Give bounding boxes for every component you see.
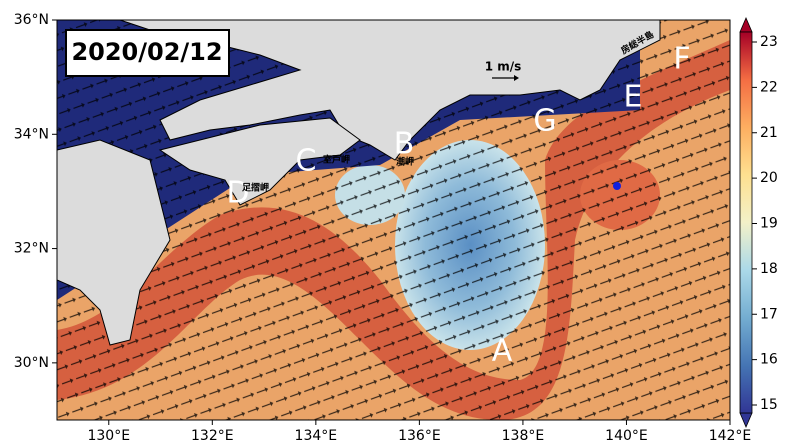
kyushu (57, 139, 171, 346)
point-label: F (673, 42, 690, 77)
shikoku (158, 117, 361, 206)
colorbar-extend-max (739, 16, 753, 33)
x-tick-label: 130°E (87, 428, 130, 444)
colorbar-tick-label: 21 (760, 125, 778, 141)
x-tick-label: 138°E (502, 428, 545, 444)
y-tick-label: 30°N (14, 355, 49, 371)
station (613, 182, 621, 190)
colorbar-tick-label: 17 (760, 306, 778, 322)
place-label: 足摺岬 (242, 182, 269, 194)
y-tick-label: 34°N (14, 126, 49, 142)
colorbar-tick-label: 16 (760, 352, 778, 368)
point-label: G (533, 104, 556, 139)
place-label: 潮岬 (396, 156, 414, 168)
x-tick-label: 136°E (398, 428, 441, 444)
date-label: 2020/02/12 (71, 38, 222, 66)
x-tick-label: 140°E (605, 428, 648, 444)
scale-arrow-head (514, 75, 519, 81)
x-tick-label: 132°E (191, 428, 234, 444)
colorbar-tick-label: 22 (760, 79, 778, 95)
x-tick-label: 134°E (295, 428, 338, 444)
colorbar-tick-label: 15 (760, 397, 778, 413)
colorbar-tick-label: 23 (760, 34, 778, 50)
map-area (57, 20, 730, 420)
place-label: 室戸岬 (323, 154, 350, 166)
y-tick-label: 36°N (14, 12, 49, 28)
colorbar-tick-label: 18 (760, 261, 778, 277)
point-label: A (492, 334, 513, 369)
date-box (65, 29, 230, 77)
colorbar-extend-min (739, 412, 753, 429)
point-label: B (394, 127, 415, 162)
point-label: D (226, 176, 249, 211)
x-tick-label: 142°E (709, 428, 752, 444)
map-frame (56, 19, 731, 421)
colorbar (739, 31, 753, 414)
scale-label: 1 m/s (485, 60, 522, 74)
colorbar-tick-label: 19 (760, 216, 778, 232)
point-label: C (296, 144, 317, 179)
point-label: E (624, 80, 643, 115)
colorbar-tick-label: 20 (760, 170, 778, 186)
y-tick-label: 32°N (14, 241, 49, 257)
